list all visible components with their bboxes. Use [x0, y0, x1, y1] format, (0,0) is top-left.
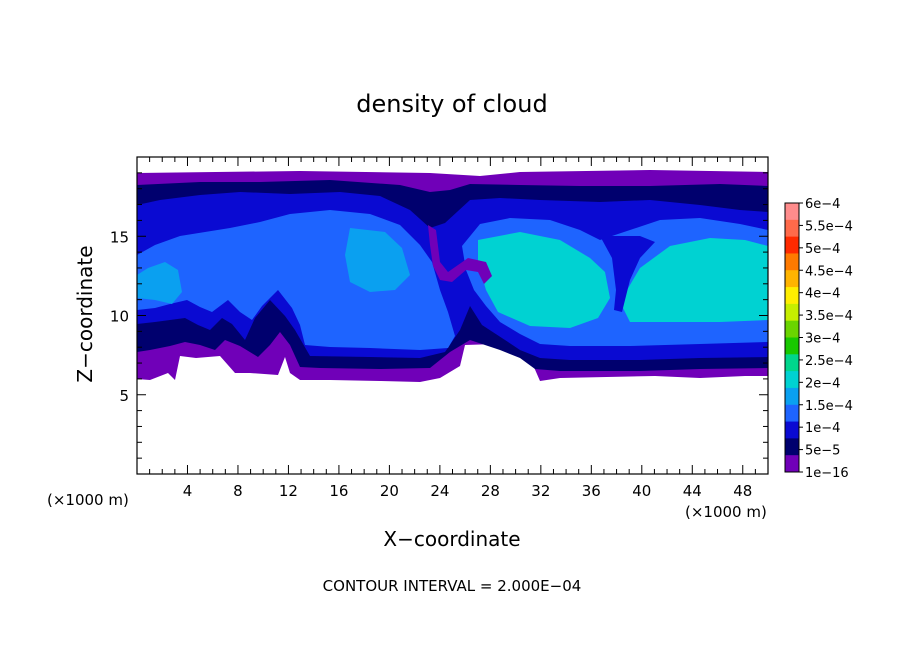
y-tick-label: 10	[110, 308, 129, 326]
colorbar-swatch	[785, 354, 799, 372]
colorbar-label: 5.5e−4	[805, 219, 853, 234]
colorbar-label: 3.5e−4	[805, 309, 853, 324]
x-tick-label: 32	[531, 482, 550, 500]
level-1-5e-4-core-right	[478, 232, 610, 328]
level-1-5e-4-core-mid	[345, 228, 410, 292]
x-axis-ticks: 4 8 12 16 20 24 28 32 36 40 44 48	[149, 157, 756, 500]
colorbar-label: 4.5e−4	[805, 264, 853, 279]
colorbar-label: 1.5e−4	[805, 399, 853, 414]
level-1-5e-4-core-far-right	[620, 238, 768, 322]
x-axis-unit-left: (×1000 m)	[47, 491, 129, 509]
colorbar-swatch	[785, 303, 799, 322]
downdraft-trough	[600, 236, 655, 312]
x-tick-label: 36	[582, 482, 601, 500]
colorbar-swatch	[785, 438, 799, 456]
colorbar-label: 2.5e−4	[805, 354, 853, 369]
colorbar-label: 6e−4	[805, 197, 840, 212]
contour-interval-footer: CONTOUR INTERVAL = 2.000E−04	[323, 577, 582, 595]
x-tick-label: 28	[481, 482, 500, 500]
colorbar-swatch	[785, 270, 799, 288]
colorbar-swatch	[785, 287, 799, 305]
x-tick-label: 24	[430, 482, 449, 500]
colorbar-swatch	[785, 421, 799, 439]
level-1-5e-4-core-left	[137, 262, 182, 304]
colorbar-swatch	[785, 455, 799, 473]
x-tick-label: 8	[233, 482, 243, 500]
colorbar-label: 5e−5	[805, 444, 840, 459]
x-tick-label: 16	[329, 482, 348, 500]
colorbar-swatch	[785, 253, 799, 271]
colorbar-swatch	[785, 337, 799, 355]
colorbar-label: 3e−4	[805, 332, 840, 347]
y-axis-ticks: 5 10 15	[110, 172, 768, 459]
chart-title: density of cloud	[356, 90, 547, 118]
density-field	[137, 170, 768, 382]
x-tick-label: 20	[380, 482, 399, 500]
x-tick-label: 40	[632, 482, 651, 500]
colorbar-swatch	[785, 219, 799, 238]
x-tick-label: 48	[733, 482, 752, 500]
y-tick-label: 5	[119, 387, 129, 405]
colorbar-swatch	[785, 320, 799, 338]
colorbar-swatch	[785, 203, 799, 221]
y-tick-label: 15	[110, 228, 129, 246]
colorbar-swatch	[785, 387, 799, 406]
x-tick-label: 44	[683, 482, 702, 500]
colorbar-label: 4e−4	[805, 287, 840, 302]
y-axis-label: Z−coordinate	[73, 245, 97, 382]
colorbar-swatch	[785, 371, 799, 389]
colorbar-swatch	[785, 404, 799, 423]
colorbar-swatch	[785, 236, 799, 254]
x-tick-label: 4	[183, 482, 193, 500]
colorbar-label: 2e−4	[805, 376, 840, 391]
x-tick-label: 12	[279, 482, 298, 500]
colorbar-label: 5e−4	[805, 242, 840, 257]
colorbar: 6e−4 5.5e−4 5e−4 4.5e−4 4e−4 3.5e−4 3e−4 2.5e−4…	[784, 197, 853, 481]
cloud-tendril	[428, 225, 492, 284]
colorbar-label: 1e−4	[805, 421, 840, 436]
colorbar-label: 1e−16	[805, 466, 849, 481]
x-axis-unit-right: (×1000 m)	[685, 503, 767, 521]
x-axis-label: X−coordinate	[383, 527, 520, 551]
